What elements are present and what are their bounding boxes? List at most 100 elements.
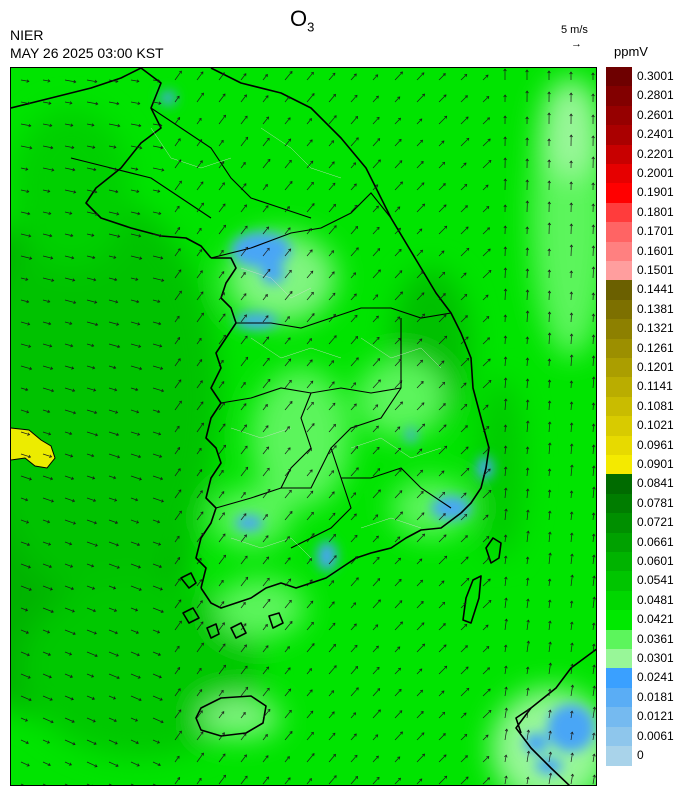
wind-arrow-icon <box>108 695 116 700</box>
wind-arrowhead-icon <box>569 71 573 75</box>
wind-arrow-icon <box>372 269 381 279</box>
wind-arrowhead-icon <box>69 101 73 105</box>
wind-arrowhead-icon <box>442 491 446 495</box>
wind-arrow-icon <box>86 387 96 391</box>
colorbar-swatch <box>606 707 632 728</box>
wind-arrow-icon <box>438 754 447 763</box>
wind-arrow-icon <box>350 623 357 631</box>
wind-arrowhead-icon <box>487 138 491 142</box>
wind-arrowhead-icon <box>488 269 492 273</box>
wind-arrowhead-icon <box>376 666 380 670</box>
wind-arrowhead-icon <box>26 520 30 524</box>
wind-arrow-icon <box>372 337 380 345</box>
wind-arrow-icon <box>526 268 528 279</box>
wind-arrowhead-icon <box>375 184 379 188</box>
wind-arrow-icon <box>262 709 271 719</box>
wind-arrowhead-icon <box>420 579 423 583</box>
wind-arrow-icon <box>328 250 334 257</box>
wind-arrowhead-icon <box>526 666 530 670</box>
wind-arrow-icon <box>218 381 225 389</box>
wind-arrow-icon <box>460 358 470 367</box>
wind-arrowhead-icon <box>548 662 553 666</box>
wind-arrow-icon <box>350 776 358 785</box>
wind-arrowhead-icon <box>242 162 246 166</box>
wind-arrowhead-icon <box>525 69 529 73</box>
wind-arrow-icon <box>196 160 203 169</box>
wind-arrow-icon <box>548 600 551 609</box>
wind-arrow-icon <box>64 585 74 590</box>
wind-arrow-icon <box>174 159 182 169</box>
wind-arrow-icon <box>86 629 97 635</box>
wind-arrow-icon <box>592 555 595 565</box>
wind-arrowhead-icon <box>592 376 596 380</box>
wind-arrowhead-icon <box>377 248 381 252</box>
wind-arrow-icon <box>152 387 164 392</box>
wind-arrowhead-icon <box>139 146 143 150</box>
wind-arrow-icon <box>42 453 52 458</box>
wind-arrowhead-icon <box>353 712 357 716</box>
wind-arrowhead-icon <box>177 556 181 561</box>
wind-arrow-icon <box>130 739 139 744</box>
wind-arrow-icon <box>20 783 25 785</box>
wind-arrowhead-icon <box>93 741 97 745</box>
wind-arrow-icon <box>350 137 359 147</box>
wind-arrow-icon <box>64 497 75 502</box>
wind-arrowhead-icon <box>353 492 357 496</box>
wind-arrowhead-icon <box>92 145 96 149</box>
colorbar-swatch <box>606 610 632 631</box>
wind-arrowhead-icon <box>354 314 358 318</box>
wind-arrowhead-icon <box>443 94 447 98</box>
wind-arrow-icon <box>20 101 30 105</box>
wind-arrowhead-icon <box>201 642 204 646</box>
wind-arrowhead-icon <box>421 402 425 406</box>
wind-arrow-icon <box>42 475 53 480</box>
wind-arrowhead-icon <box>486 426 490 429</box>
wind-arrowhead-icon <box>136 763 140 767</box>
wind-arrowhead-icon <box>25 167 29 171</box>
wind-arrow-icon <box>504 445 507 455</box>
wind-arrow-icon <box>196 202 204 213</box>
wind-arrowhead-icon <box>503 314 508 318</box>
wind-arrow-icon <box>152 101 161 104</box>
wind-arrow-icon <box>42 607 54 613</box>
wind-arrowhead-icon <box>243 513 247 517</box>
wind-arrowhead-icon <box>591 423 596 427</box>
wind-arrowhead-icon <box>503 68 507 72</box>
wind-arrow-icon <box>504 466 507 477</box>
wind-arrow-icon <box>570 443 573 455</box>
wind-arrowhead-icon <box>463 382 467 386</box>
wind-arrow-icon <box>108 277 117 281</box>
wind-arrow-icon <box>438 733 446 741</box>
wind-arrowhead-icon <box>115 410 119 414</box>
wind-arrow-icon <box>482 184 489 191</box>
wind-arrow-icon <box>350 513 357 521</box>
wind-arrow-icon <box>130 673 141 679</box>
wind-arrow-icon <box>570 711 573 719</box>
wind-arrowhead-icon <box>200 401 204 405</box>
wind-arrow-icon <box>394 689 402 697</box>
wind-arrowhead-icon <box>310 621 314 625</box>
wind-arrowhead-icon <box>353 733 357 737</box>
wind-arrowhead-icon <box>114 741 118 745</box>
wind-arrowhead-icon <box>69 542 73 546</box>
wind-arrowhead-icon <box>465 556 469 560</box>
wind-arrowhead-icon <box>69 321 73 326</box>
wind-arrow-icon <box>372 514 378 521</box>
wind-arrowhead-icon <box>442 513 446 517</box>
wind-arrowhead-icon <box>178 379 182 383</box>
wind-arrow-icon <box>372 159 381 169</box>
wind-arrowhead-icon <box>526 640 531 644</box>
colorbar-label: 0.0841 <box>637 476 674 491</box>
wind-arrow-icon <box>548 621 551 631</box>
wind-arrowhead-icon <box>198 667 202 671</box>
wind-arrow-icon <box>460 514 467 521</box>
wind-arrow-icon <box>416 381 424 389</box>
wind-arrowhead-icon <box>139 256 143 260</box>
wind-arrow-icon <box>262 247 270 257</box>
wind-arrowhead-icon <box>72 521 76 525</box>
wind-arrow-icon <box>372 205 379 213</box>
wind-arrowhead-icon <box>570 752 574 756</box>
wind-arrowhead-icon <box>487 578 491 582</box>
wind-arrowhead-icon <box>547 112 551 116</box>
wind-arrow-icon <box>174 536 180 543</box>
